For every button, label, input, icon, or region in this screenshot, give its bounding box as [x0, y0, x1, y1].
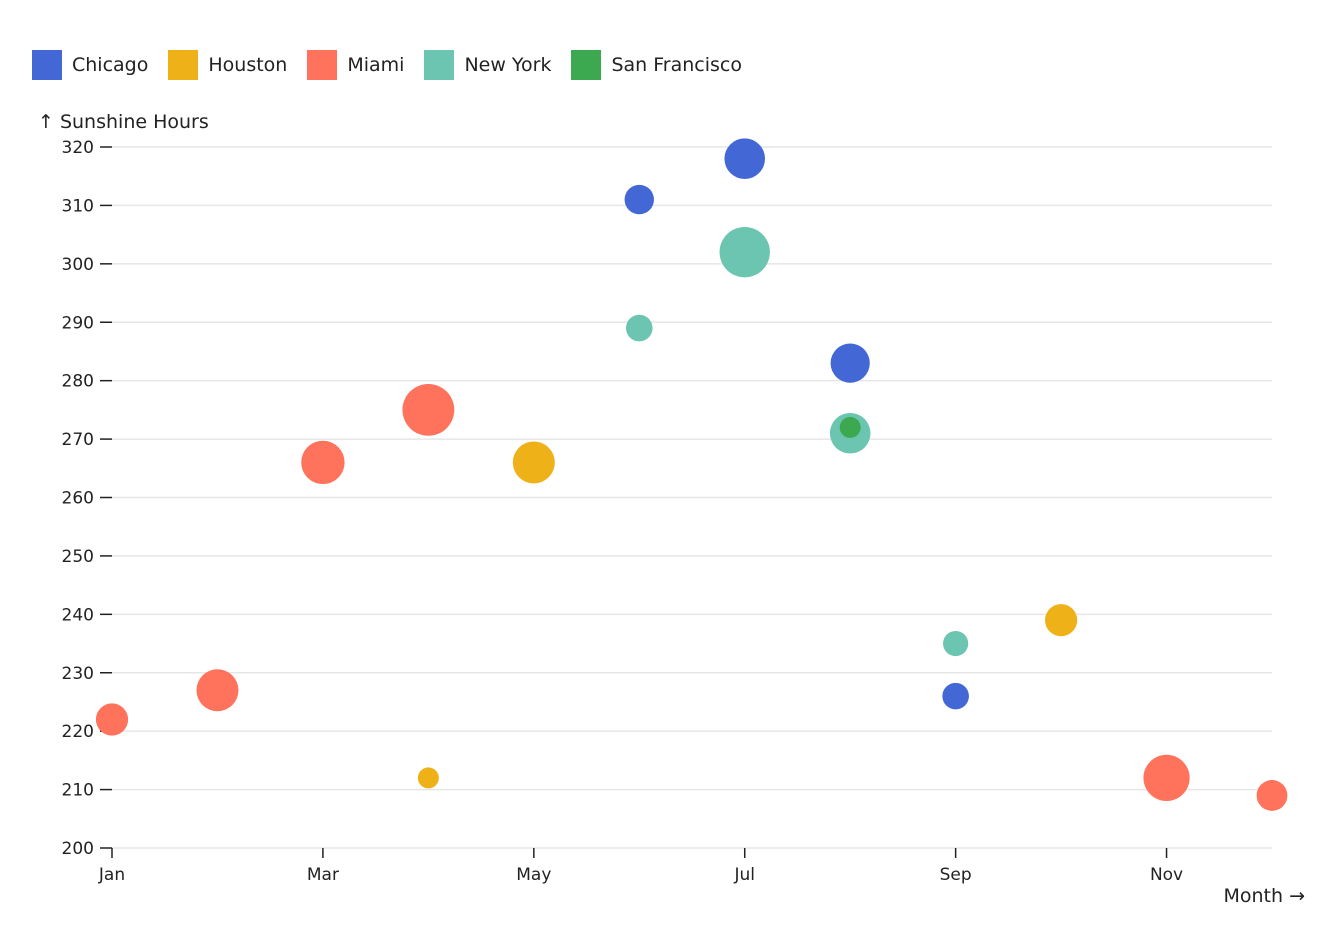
x-tick-label: Jan [98, 865, 125, 885]
y-tick-label: 290 [62, 313, 94, 333]
y-tick-label: 200 [62, 839, 94, 859]
bubble-houston [512, 441, 555, 484]
legend-label: San Francisco [611, 54, 742, 76]
legend-item: Miami [307, 50, 404, 80]
y-axis-title: ↑ Sunshine Hours [38, 111, 209, 133]
bubble-chicago [724, 138, 766, 179]
y-axis: 200 210 220 230 240 250 260 270 280 290 300 310 320 [62, 138, 112, 859]
x-tick-label: May [516, 865, 551, 885]
legend-label: Miami [347, 54, 405, 76]
bubble-miami [1256, 780, 1288, 811]
legend-label: New York [464, 54, 552, 76]
bubbles [95, 138, 1288, 811]
bubble-houston [1044, 604, 1078, 637]
legend-swatch [571, 50, 602, 80]
legend-swatch [424, 50, 455, 80]
bubble-new-york [943, 630, 969, 657]
bubble-miami [1143, 754, 1190, 802]
bubble-chicago [830, 343, 870, 383]
y-tick-label: 250 [62, 547, 94, 567]
bubble-san-francisco [839, 416, 861, 438]
y-tick-label: 270 [62, 430, 94, 450]
y-tick-label: 320 [62, 138, 94, 158]
legend-item: New York [424, 50, 551, 80]
bubble-new-york [625, 314, 653, 342]
y-tick-label: 260 [62, 489, 94, 509]
y-tick-label: 230 [62, 664, 94, 684]
y-tick-label: 220 [62, 722, 94, 742]
y-tick-label: 310 [62, 196, 94, 216]
legend-swatch [307, 50, 338, 80]
legend: Chicago Houston Miami New York San Francisco [32, 50, 762, 80]
bubble-miami [301, 440, 345, 485]
bubble-chicago [624, 184, 654, 215]
legend-item: Houston [168, 50, 287, 80]
legend-label: Chicago [72, 54, 149, 76]
y-tick-label: 280 [62, 372, 94, 392]
bubble-miami [95, 703, 129, 736]
legend-label: Houston [208, 54, 288, 76]
y-tick-label: 300 [62, 255, 94, 275]
x-tick-label: Nov [1150, 865, 1183, 885]
y-tick-label: 210 [62, 781, 94, 801]
legend-item: Chicago [32, 50, 148, 80]
x-axis: Jan Mar May Jul Sep Nov [98, 848, 1183, 885]
x-axis-title: Month → [1223, 885, 1305, 907]
bubble-houston [417, 767, 439, 789]
y-tick-label: 240 [62, 605, 94, 625]
legend-item: San Francisco [571, 50, 742, 80]
legend-swatch [32, 50, 62, 80]
bubble-new-york [719, 226, 770, 278]
x-tick-label: Sep [940, 865, 972, 885]
grid-lines [112, 146, 1272, 849]
bubble-miami [402, 383, 455, 436]
bubble-miami [196, 669, 239, 712]
x-tick-label: Jul [733, 865, 755, 885]
legend-swatch [168, 50, 199, 80]
x-tick-label: Mar [307, 865, 339, 885]
bubble-chicago [942, 682, 969, 710]
